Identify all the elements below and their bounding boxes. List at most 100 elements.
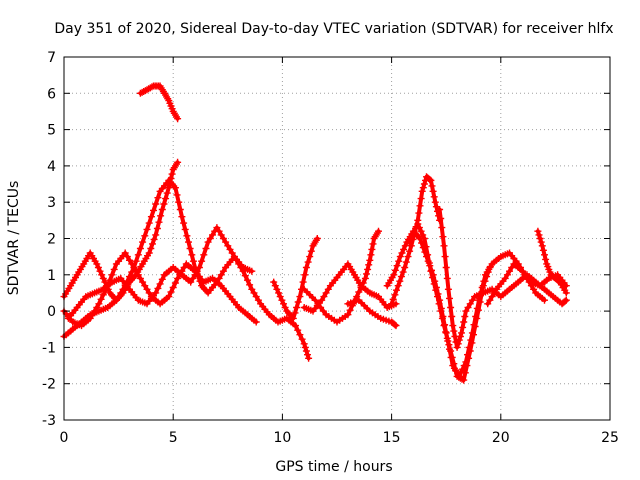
data-point	[304, 351, 311, 359]
data-point	[322, 289, 330, 297]
data-point	[128, 260, 136, 268]
data-point	[476, 298, 484, 306]
data-point	[473, 314, 481, 322]
data-point	[426, 176, 434, 183]
y-tick-label: 7	[47, 50, 56, 66]
data-point	[293, 304, 301, 311]
data-point	[117, 289, 125, 297]
data-point	[536, 235, 544, 242]
data-point	[418, 187, 426, 195]
data-point	[106, 276, 114, 284]
data-point	[468, 339, 476, 347]
data-point	[434, 293, 441, 301]
data-point	[110, 265, 118, 273]
data-point	[562, 289, 570, 297]
data-point	[501, 274, 509, 282]
series-arc-2	[60, 176, 313, 362]
data-point	[459, 323, 467, 331]
data-point	[436, 206, 444, 213]
data-point	[400, 245, 408, 253]
x-axis-label: GPS time / hours	[275, 459, 392, 475]
data-point	[363, 270, 370, 278]
data-point	[217, 271, 225, 279]
data-point	[463, 362, 471, 370]
series-arc-3	[64, 224, 256, 322]
data-point	[561, 297, 569, 305]
data-point	[424, 251, 432, 259]
data-point	[104, 282, 112, 290]
data-point	[425, 259, 433, 267]
data-point	[437, 307, 445, 315]
data-point	[291, 309, 299, 317]
data-point	[167, 288, 175, 296]
y-tick-label: -1	[42, 340, 56, 356]
data-point	[417, 195, 425, 203]
data-point	[461, 369, 469, 377]
data-point	[278, 296, 286, 304]
data-point	[123, 253, 131, 261]
data-point	[171, 184, 179, 192]
data-point	[226, 245, 234, 253]
axis-layer: 0 5 10 15 20 25 -3 -2 -1 0 1 2 3 4 5 6 7	[42, 50, 619, 446]
series-arc-13	[436, 206, 570, 351]
data-point	[281, 304, 289, 311]
data-point	[209, 231, 216, 239]
data-point	[392, 322, 400, 330]
data-point	[317, 304, 325, 311]
data-point	[136, 245, 144, 252]
data-point	[219, 267, 227, 275]
data-point	[219, 235, 227, 242]
data-point	[150, 235, 158, 243]
data-point	[185, 238, 192, 246]
data-point	[414, 220, 422, 228]
x-tick-label: 0	[60, 430, 69, 446]
data-point	[275, 289, 283, 297]
data-point	[446, 294, 453, 302]
series-arc-9	[344, 296, 400, 330]
data-point	[248, 285, 256, 293]
data-point	[145, 289, 153, 297]
data-point	[313, 235, 321, 242]
data-point	[460, 376, 468, 384]
data-point	[304, 258, 312, 266]
data-point	[273, 285, 281, 293]
data-point	[176, 271, 184, 279]
data-point	[270, 278, 278, 286]
data-point	[481, 277, 489, 285]
data-point	[252, 318, 260, 326]
data-point	[228, 249, 236, 257]
data-point	[132, 257, 140, 265]
y-tick-label: -2	[42, 377, 56, 393]
data-point	[538, 242, 546, 250]
data-point	[97, 295, 105, 303]
data-point	[486, 264, 494, 271]
data-point	[143, 225, 151, 233]
data-point	[393, 262, 401, 270]
data-point	[152, 231, 160, 239]
data-point	[152, 289, 160, 297]
data-point	[248, 267, 256, 275]
data-point	[399, 268, 407, 276]
data-point	[455, 336, 463, 344]
y-axis-label: SDTVAR / TECUs	[6, 181, 22, 296]
data-point	[178, 267, 186, 275]
data-point	[126, 273, 133, 281]
data-point	[150, 206, 157, 214]
data-point	[186, 245, 194, 252]
data-point	[483, 273, 491, 281]
data-point	[448, 313, 456, 320]
data-point	[319, 307, 327, 315]
data-point	[169, 284, 177, 291]
data-point	[294, 298, 302, 306]
series-layer	[60, 82, 570, 384]
data-point	[391, 266, 399, 274]
data-point	[394, 282, 402, 290]
data-point	[174, 274, 182, 282]
data-point	[359, 279, 367, 287]
data-point	[398, 249, 406, 257]
data-point	[153, 225, 161, 232]
data-point	[171, 279, 179, 287]
data-point	[464, 304, 472, 311]
data-point	[448, 353, 456, 361]
